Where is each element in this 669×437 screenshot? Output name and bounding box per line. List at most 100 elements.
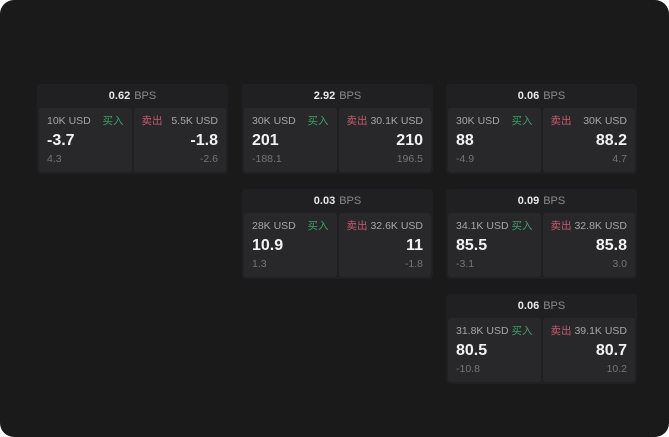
sell-price: 85.8 <box>595 237 627 254</box>
sell-panel[interactable]: 卖出 30.1K USD 210 196.5 <box>338 108 431 172</box>
sell-panel[interactable]: 卖出 32.8K USD 85.8 3.0 <box>542 213 635 277</box>
bps-unit-label: BPS <box>543 90 566 102</box>
buy-price: 80.5 <box>456 342 488 359</box>
sell-panel[interactable]: 卖出 5.5K USD -1.8 -2.6 <box>133 108 226 172</box>
sell-amount: 5.5K USD <box>171 115 218 127</box>
buy-price: 201 <box>252 132 279 149</box>
buy-sub-value: -188.1 <box>252 153 282 165</box>
sell-side-label: 卖出 <box>346 115 368 127</box>
quote-card-body: 30K USD 买入 88 -4.9 卖出 30K USD 88.2 4.7 <box>446 108 637 174</box>
sell-amount: 39.1K USD <box>574 325 627 337</box>
buy-amount: 30K USD <box>252 115 296 127</box>
quote-card-body: 30K USD 买入 201 -188.1 卖出 30.1K USD 210 1… <box>242 108 433 174</box>
buy-price: -3.7 <box>47 132 75 149</box>
quote-card: 0.06 BPS 31.8K USD 买入 80.5 -10.8 卖出 39.1… <box>446 294 637 384</box>
sell-amount: 30.1K USD <box>370 115 423 127</box>
buy-side-label: 买入 <box>102 115 124 127</box>
sell-sub-value: 4.7 <box>612 153 627 165</box>
sell-panel-top-row: 卖出 32.8K USD <box>551 220 628 233</box>
sell-price: -1.8 <box>190 132 218 149</box>
bps-header: 0.09 BPS <box>446 189 637 213</box>
bps-unit-label: BPS <box>543 195 566 207</box>
quote-card-body: 31.8K USD 买入 80.5 -10.8 卖出 39.1K USD 80.… <box>446 318 637 384</box>
buy-panel-top-row: 34.1K USD 买入 <box>456 220 533 233</box>
buy-panel-top-row: 28K USD 买入 <box>252 220 329 233</box>
buy-price: 88 <box>456 132 474 149</box>
sell-amount: 32.8K USD <box>574 220 627 232</box>
sell-price: 210 <box>396 132 423 149</box>
sell-sub-value: -2.6 <box>199 153 218 165</box>
buy-amount: 30K USD <box>456 115 500 127</box>
sell-sub-value: 196.5 <box>396 153 423 165</box>
quote-card-body: 28K USD 买入 10.9 1.3 卖出 32.6K USD 11 -1.8 <box>242 213 433 279</box>
buy-sub-value: -10.8 <box>456 363 480 375</box>
sell-side-label: 卖出 <box>550 115 572 127</box>
sell-amount: 30K USD <box>583 115 627 127</box>
buy-sub-value: -3.1 <box>456 258 475 270</box>
sell-panel-top-row: 卖出 5.5K USD <box>142 115 219 128</box>
buy-side-label: 买入 <box>307 115 329 127</box>
buy-sub-value: -4.9 <box>456 153 475 165</box>
buy-panel-top-row: 31.8K USD 买入 <box>456 325 533 338</box>
buy-panel[interactable]: 30K USD 买入 88 -4.9 <box>448 108 541 172</box>
buy-sub-value: 4.3 <box>47 153 62 165</box>
sell-side-label: 卖出 <box>141 115 163 127</box>
quote-card: 0.03 BPS 28K USD 买入 10.9 1.3 卖出 32.6K US… <box>242 189 433 279</box>
sell-panel-top-row: 卖出 30.1K USD <box>347 115 424 128</box>
bps-value: 0.03 <box>313 195 336 207</box>
bps-header: 0.62 BPS <box>37 84 228 108</box>
buy-panel[interactable]: 31.8K USD 买入 80.5 -10.8 <box>448 318 541 382</box>
sell-amount: 32.6K USD <box>370 220 423 232</box>
bps-header: 0.06 BPS <box>446 84 637 108</box>
bps-unit-label: BPS <box>134 90 157 102</box>
buy-panel[interactable]: 10K USD 买入 -3.7 4.3 <box>39 108 132 172</box>
sell-panel-top-row: 卖出 39.1K USD <box>551 325 628 338</box>
sell-price: 80.7 <box>595 342 627 359</box>
buy-sub-value: 1.3 <box>252 258 267 270</box>
buy-panel-top-row: 30K USD 买入 <box>456 115 533 128</box>
bps-header: 0.06 BPS <box>446 294 637 318</box>
bps-unit-label: BPS <box>543 300 566 312</box>
quote-card: 0.06 BPS 30K USD 买入 88 -4.9 卖出 30K USD 8… <box>446 84 637 174</box>
buy-side-label: 买入 <box>511 220 533 232</box>
quote-card: 2.92 BPS 30K USD 买入 201 -188.1 卖出 30.1K … <box>242 84 433 174</box>
sell-panel-top-row: 卖出 30K USD <box>551 115 628 128</box>
bps-value: 0.06 <box>517 90 540 102</box>
buy-amount: 28K USD <box>252 220 296 232</box>
sell-panel[interactable]: 卖出 39.1K USD 80.7 10.2 <box>542 318 635 382</box>
bps-header: 2.92 BPS <box>242 84 433 108</box>
buy-side-label: 买入 <box>307 220 329 232</box>
quote-card-body: 10K USD 买入 -3.7 4.3 卖出 5.5K USD -1.8 -2.… <box>37 108 228 174</box>
sell-side-label: 卖出 <box>346 220 368 232</box>
sell-sub-value: 10.2 <box>606 363 627 375</box>
buy-side-label: 买入 <box>511 115 533 127</box>
buy-panel[interactable]: 30K USD 买入 201 -188.1 <box>244 108 337 172</box>
sell-sub-value: 3.0 <box>612 258 627 270</box>
sell-side-label: 卖出 <box>550 220 572 232</box>
bps-value: 0.09 <box>517 195 540 207</box>
buy-amount: 34.1K USD <box>456 220 509 232</box>
sell-panel[interactable]: 卖出 30K USD 88.2 4.7 <box>542 108 635 172</box>
buy-side-label: 买入 <box>511 325 533 337</box>
buy-panel[interactable]: 34.1K USD 买入 85.5 -3.1 <box>448 213 541 277</box>
buy-price: 10.9 <box>252 237 284 254</box>
quote-card: 0.62 BPS 10K USD 买入 -3.7 4.3 卖出 5.5K USD… <box>37 84 228 174</box>
bps-value: 2.92 <box>313 90 336 102</box>
sell-price: 11 <box>406 237 423 254</box>
buy-price: 85.5 <box>456 237 488 254</box>
bps-value: 0.62 <box>108 90 131 102</box>
sell-panel-top-row: 卖出 32.6K USD <box>347 220 424 233</box>
sell-side-label: 卖出 <box>550 325 572 337</box>
buy-panel-top-row: 10K USD 买入 <box>47 115 124 128</box>
buy-amount: 10K USD <box>47 115 91 127</box>
bps-value: 0.06 <box>517 300 540 312</box>
buy-panel[interactable]: 28K USD 买入 10.9 1.3 <box>244 213 337 277</box>
sell-sub-value: -1.8 <box>404 258 423 270</box>
bps-header: 0.03 BPS <box>242 189 433 213</box>
buy-panel-top-row: 30K USD 买入 <box>252 115 329 128</box>
quote-card-body: 34.1K USD 买入 85.5 -3.1 卖出 32.8K USD 85.8… <box>446 213 637 279</box>
sell-price: 88.2 <box>595 132 627 149</box>
quote-card: 0.09 BPS 34.1K USD 买入 85.5 -3.1 卖出 32.8K… <box>446 189 637 279</box>
sell-panel[interactable]: 卖出 32.6K USD 11 -1.8 <box>338 213 431 277</box>
